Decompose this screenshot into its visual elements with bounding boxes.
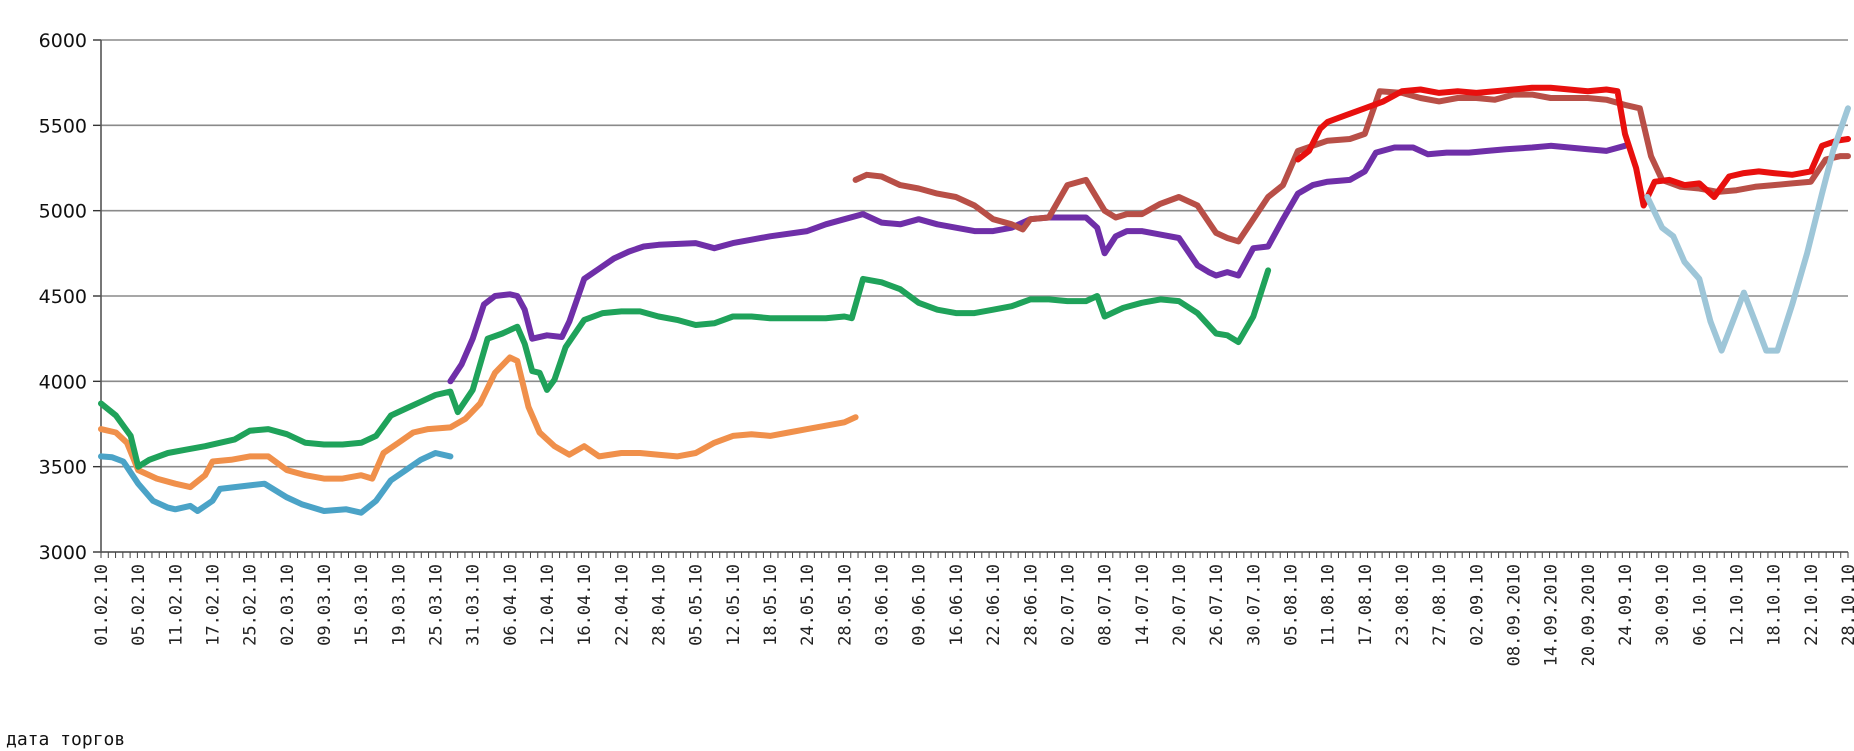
x-tick-label: 06.04.10 [501, 564, 521, 646]
series-line-1 [98, 450, 454, 516]
series-line-6 [1294, 84, 1851, 209]
x-tick-label: 28.05.10 [835, 564, 855, 646]
y-tick-label: 4500 [39, 286, 87, 308]
x-tick-label: 20.07.10 [1170, 564, 1190, 646]
x-tick-label: 16.06.10 [947, 564, 967, 646]
axis-layer [93, 39, 1849, 558]
x-tick-label: 20.09.2010 [1579, 564, 1599, 666]
series-line-4 [447, 142, 1628, 385]
x-tick-label: 28.10.10 [1839, 564, 1854, 646]
x-tick-label: 12.10.10 [1727, 564, 1747, 646]
x-tick-label: 02.09.10 [1467, 564, 1487, 646]
x-tick-label: 30.07.10 [1244, 564, 1264, 646]
x-tick-label: 02.03.10 [278, 564, 298, 646]
x-tick-label: 27.08.10 [1430, 564, 1450, 646]
y-tick-label: 5500 [39, 115, 87, 137]
y-tick-label: 3000 [39, 542, 87, 564]
y-tick-label: 3500 [39, 457, 87, 479]
x-tick-label: 15.03.10 [352, 564, 372, 646]
x-tick-label: 14.07.10 [1133, 564, 1153, 646]
series-line-2 [98, 354, 859, 491]
x-tick-label: 14.09.2010 [1542, 564, 1562, 666]
x-tick-label: 18.10.10 [1765, 564, 1785, 646]
x-tick-label: 28.04.10 [650, 564, 670, 646]
x-tick-label: 22.06.10 [984, 564, 1004, 646]
x-tick-label: 16.04.10 [575, 564, 595, 646]
label-layer: 3000 3500 4000 4500 5000 5500 6000 01.02.10 05.0… [39, 30, 1854, 666]
x-tick-label: 11.08.10 [1319, 564, 1339, 646]
x-tick-label: 24.05.10 [798, 564, 818, 646]
x-tick-label: 17.02.10 [204, 564, 224, 646]
x-tick-label: 12.05.10 [724, 564, 744, 646]
x-tick-label: 25.03.10 [427, 564, 447, 646]
x-tick-label: 26.07.10 [1207, 564, 1227, 646]
x-tick-label: 08.09.2010 [1504, 564, 1524, 666]
x-tick-label: 18.05.10 [761, 564, 781, 646]
y-tick-label: 6000 [39, 30, 87, 52]
x-tick-label: 11.02.10 [166, 564, 186, 646]
x-tick-label: 12.04.10 [538, 564, 558, 646]
series-line-3 [98, 267, 1272, 470]
y-tick-label: 5000 [39, 201, 87, 223]
x-tick-label: 30.09.10 [1653, 564, 1673, 646]
x-tick-label: 08.07.10 [1096, 564, 1116, 646]
x-tick-label: 17.08.10 [1356, 564, 1376, 646]
x-tick-label: 22.10.10 [1802, 564, 1822, 646]
x-tick-label: 23.08.10 [1393, 564, 1413, 646]
grid-layer [101, 39, 1848, 553]
x-tick-label: 09.06.10 [910, 564, 930, 646]
x-tick-label: 31.03.10 [464, 564, 484, 646]
x-tick-label: 09.03.10 [315, 564, 335, 646]
x-tick-label: 05.02.10 [129, 564, 149, 646]
x-tick-label: 24.09.10 [1616, 564, 1636, 646]
x-tick-label: 05.08.10 [1281, 564, 1301, 646]
x-tick-label: 02.07.10 [1058, 564, 1078, 646]
x-axis-title: дата торгов [6, 729, 125, 750]
x-tick-label: 03.06.10 [873, 564, 893, 646]
x-tick-label: 25.02.10 [241, 564, 261, 646]
x-tick-label: 28.06.10 [1021, 564, 1041, 646]
y-tick-label: 4000 [39, 371, 87, 393]
x-tick-label: 06.10.10 [1690, 564, 1710, 646]
x-tick-label: 05.05.10 [687, 564, 707, 646]
series-layer [98, 84, 1851, 516]
series-line-7 [1644, 105, 1851, 354]
x-tick-label: 01.02.10 [92, 564, 112, 646]
x-tick-label: 22.04.10 [612, 564, 632, 646]
x-tick-label: 19.03.10 [389, 564, 409, 646]
